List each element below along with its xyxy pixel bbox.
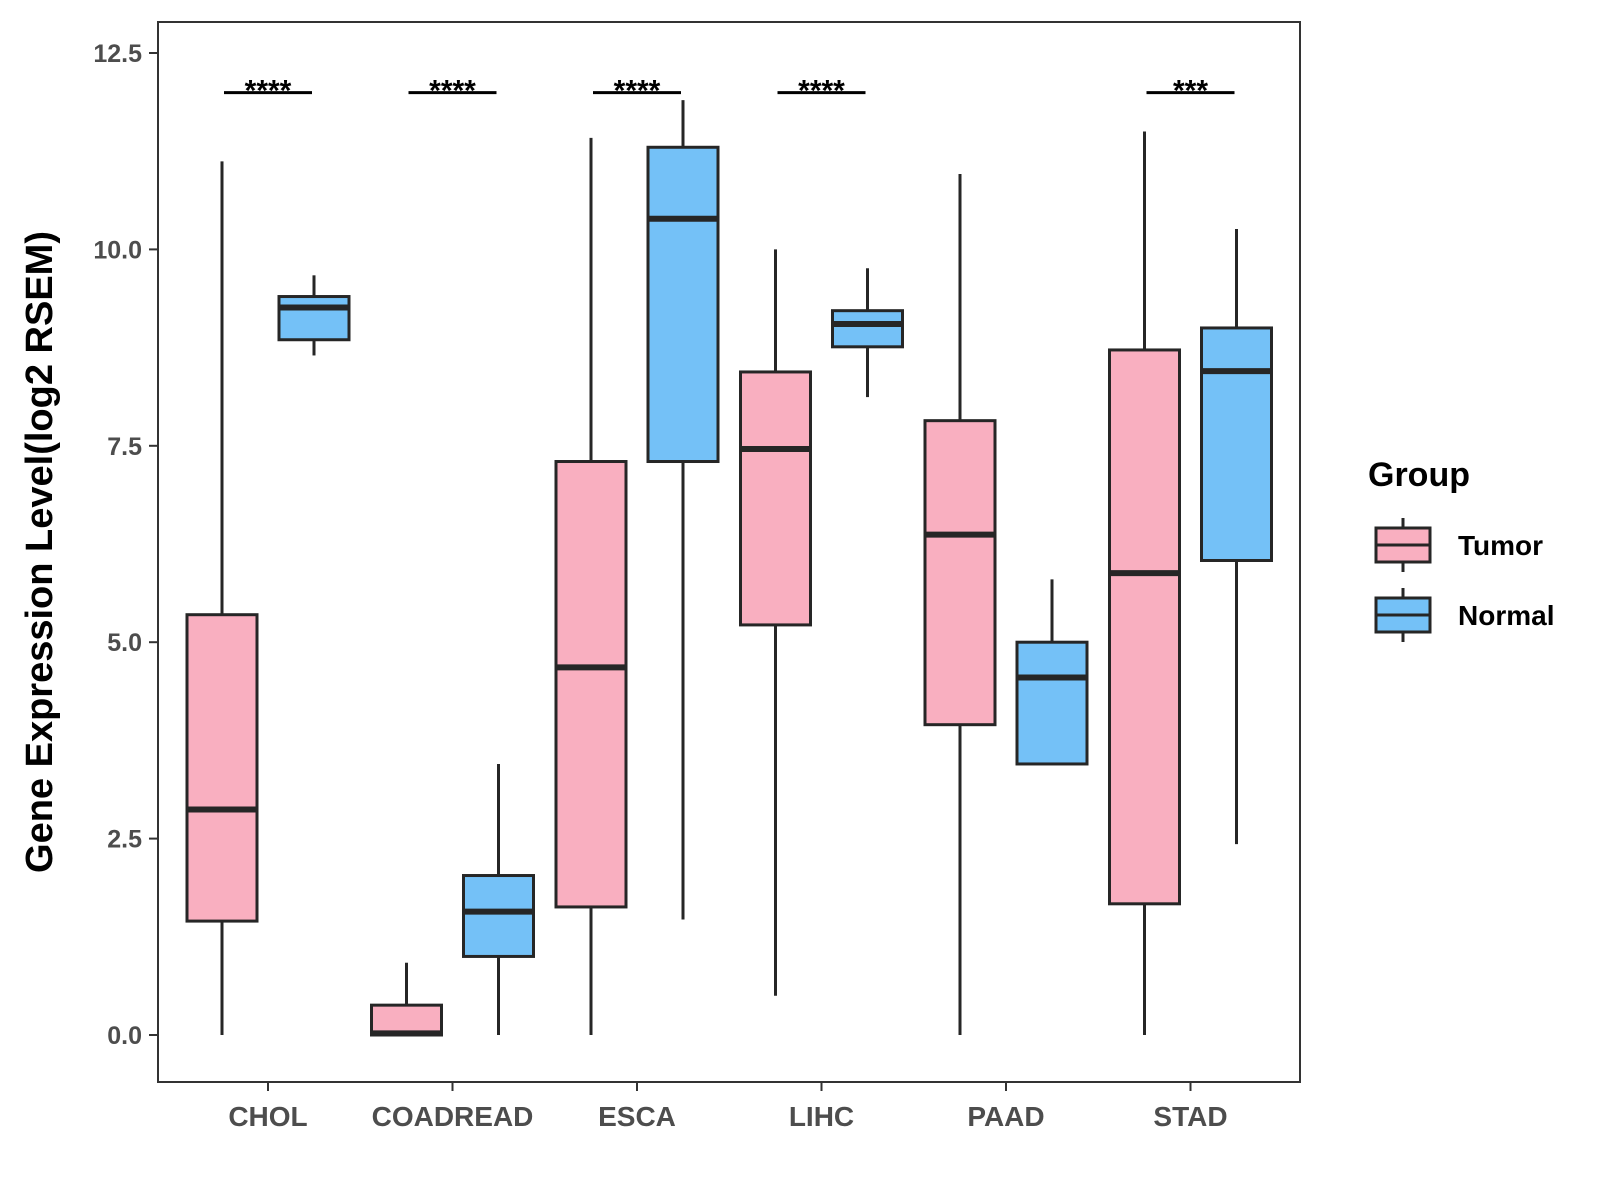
x-tick-label: ESCA bbox=[598, 1101, 676, 1132]
box-normal-chol bbox=[277, 275, 351, 356]
x-tick-label: CHOL bbox=[228, 1101, 307, 1132]
box-body bbox=[1015, 640, 1089, 766]
legend-item-normal: Normal bbox=[1374, 588, 1554, 642]
box-body bbox=[739, 370, 812, 627]
y-axis-label: Gene Expression Level(log2 RSEM) bbox=[19, 231, 61, 873]
y-tick-label: 2.5 bbox=[107, 826, 142, 854]
box-tumor-chol bbox=[185, 161, 259, 1035]
legend-label: Tumor bbox=[1458, 530, 1543, 561]
significance-label: **** bbox=[798, 75, 845, 108]
y-tick-label: 12.5 bbox=[93, 40, 142, 68]
significance-group: **** **** **** **** *** bbox=[224, 75, 1235, 108]
significance-label: **** bbox=[429, 75, 476, 108]
box-normal-lihc bbox=[831, 268, 904, 398]
y-axis: 0.0 2.5 5.0 7.5 10.0 12.5 bbox=[93, 40, 158, 1050]
box-group bbox=[185, 100, 1273, 1037]
box-body bbox=[277, 295, 351, 342]
box-tumor-coadread bbox=[370, 962, 443, 1037]
x-tick-label: COADREAD bbox=[372, 1101, 534, 1132]
box-tumor-paad bbox=[923, 173, 997, 1035]
x-tick-label: LIHC bbox=[789, 1101, 854, 1132]
y-tick-label: 7.5 bbox=[107, 433, 142, 461]
legend-item-tumor: Tumor bbox=[1374, 518, 1543, 572]
legend-title: Group bbox=[1368, 456, 1470, 494]
box-normal-coadread bbox=[462, 763, 535, 1035]
box-normal-paad bbox=[1015, 579, 1089, 766]
x-axis: CHOL COADREAD ESCA LIHC PAAD STAD bbox=[228, 1082, 1228, 1132]
box-tumor-esca bbox=[554, 137, 628, 1035]
significance-label: **** bbox=[614, 75, 661, 108]
box-tumor-lihc bbox=[739, 249, 812, 996]
y-tick-label: 0.0 bbox=[107, 1022, 142, 1050]
y-tick-label: 10.0 bbox=[93, 236, 142, 264]
x-tick-label: STAD bbox=[1153, 1101, 1227, 1132]
box-body bbox=[646, 145, 720, 464]
box-tumor-stad bbox=[1108, 131, 1181, 1035]
box-body bbox=[831, 309, 904, 349]
significance-label: **** bbox=[245, 75, 292, 108]
legend: Group Tumor Normal bbox=[1368, 456, 1554, 642]
x-tick-label: PAAD bbox=[967, 1101, 1044, 1132]
box-body bbox=[923, 419, 997, 727]
box-body bbox=[462, 874, 535, 958]
box-body bbox=[185, 613, 259, 923]
box-body bbox=[554, 460, 628, 909]
box-body bbox=[1200, 326, 1273, 562]
y-tick-label: 5.0 bbox=[107, 629, 142, 657]
box-body bbox=[1108, 348, 1181, 906]
significance-label: *** bbox=[1173, 75, 1208, 108]
box-normal-stad bbox=[1200, 228, 1273, 845]
legend-label: Normal bbox=[1458, 600, 1554, 631]
box-normal-esca bbox=[646, 100, 720, 920]
